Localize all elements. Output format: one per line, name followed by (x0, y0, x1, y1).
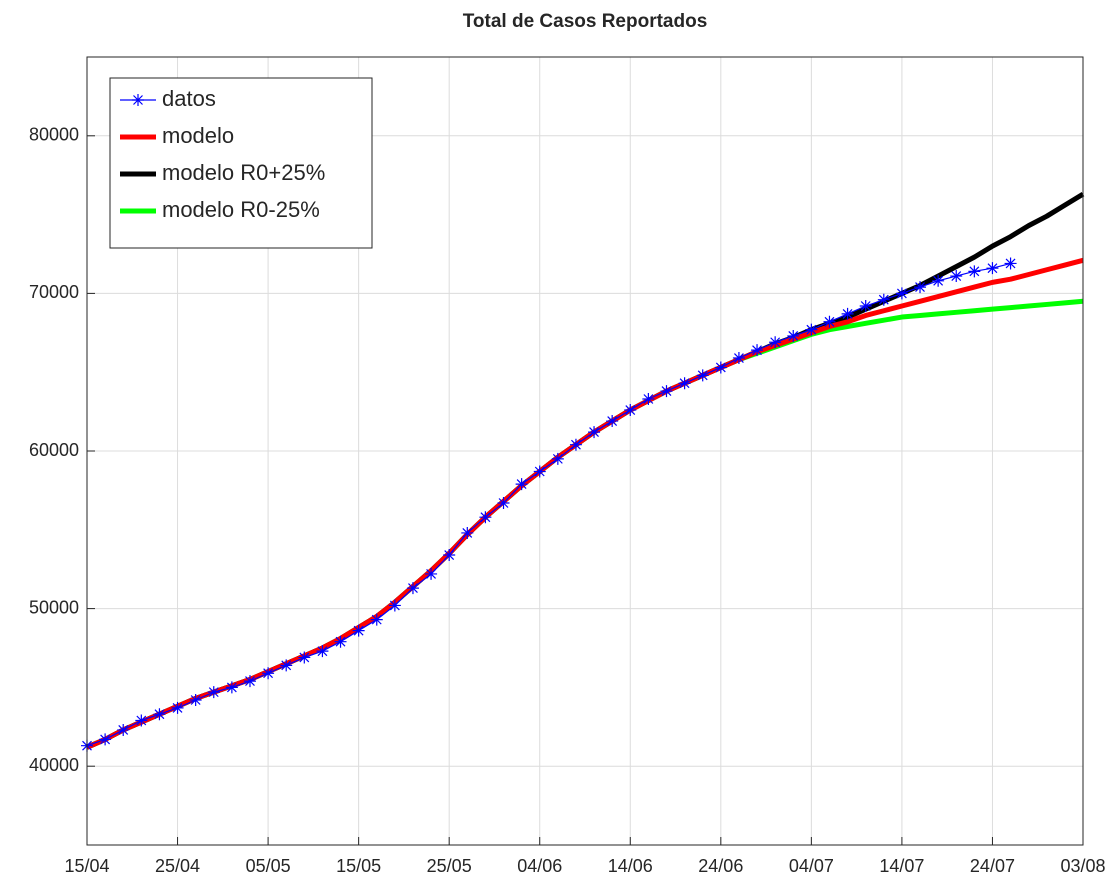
x-tick-label: 15/04 (64, 856, 109, 876)
legend-marker (132, 94, 144, 106)
axes: 40000 50000 60000 70000 80000 15/04 25/04 05/05… (29, 125, 1106, 876)
data-point (370, 613, 383, 626)
x-tick-label: 04/06 (517, 856, 562, 876)
data-point (569, 438, 582, 451)
x-tick-label: 24/06 (698, 856, 743, 876)
data-point (262, 667, 275, 680)
data-point (787, 329, 800, 342)
data-point (624, 404, 637, 417)
x-tick-label: 15/05 (336, 856, 381, 876)
x-tick-label: 05/05 (246, 856, 291, 876)
plot-area (81, 191, 1085, 752)
data-point (1004, 257, 1017, 270)
data-point (968, 265, 981, 278)
data-point (461, 526, 474, 539)
data-point (479, 511, 492, 524)
data-point (841, 307, 854, 320)
data-point (914, 281, 927, 294)
data-point (714, 361, 727, 374)
data-point (696, 369, 709, 382)
series-line (86, 262, 1011, 747)
data-point (497, 497, 510, 510)
data-point (135, 714, 148, 727)
data-point (388, 599, 401, 612)
data-point (606, 415, 619, 428)
x-tick-label: 25/05 (427, 856, 472, 876)
y-tick-label: 80000 (29, 125, 79, 145)
chart-title: Total de Casos Reportados (463, 11, 708, 32)
x-tick-label: 24/07 (970, 856, 1015, 876)
legend: datos modelo modelo R0+25% modelo R0-25% (109, 77, 373, 249)
data-point (117, 723, 130, 736)
data-point (660, 385, 673, 398)
data-point (823, 315, 836, 328)
x-tick-label: 14/06 (608, 856, 653, 876)
data-point (189, 694, 202, 707)
data-point (316, 645, 329, 658)
y-tick-label: 60000 (29, 440, 79, 460)
y-tick-label: 40000 (29, 755, 79, 775)
data-point (877, 293, 890, 306)
data-point (932, 274, 945, 287)
x-tick-label: 25/04 (155, 856, 200, 876)
x-tick-label: 14/07 (879, 856, 924, 876)
data-point (243, 675, 256, 688)
data-point (678, 377, 691, 390)
data-point (515, 478, 528, 491)
y-tick-label: 50000 (29, 597, 79, 617)
legend-label: datos (162, 86, 216, 111)
data-point (425, 567, 438, 580)
data-point (298, 651, 311, 664)
data-point (280, 659, 293, 672)
data-point (443, 549, 456, 562)
data-point (207, 686, 220, 699)
legend-label: modelo R0+25% (162, 160, 325, 185)
x-tick-label: 03/08 (1060, 856, 1105, 876)
legend-label: modelo R0-25% (162, 197, 320, 222)
data-point (533, 465, 546, 478)
data-point (153, 708, 166, 721)
data-point (895, 287, 908, 300)
data-point (99, 733, 112, 746)
legend-box (109, 77, 373, 249)
data-point (805, 323, 818, 336)
data-point (859, 300, 872, 313)
data-point (588, 426, 601, 439)
data-point (352, 624, 365, 637)
data-point (732, 352, 745, 365)
y-tick-label: 70000 (29, 282, 79, 302)
data-point (986, 262, 999, 275)
data-point (950, 270, 963, 283)
legend-label: modelo (162, 123, 234, 148)
data-point (171, 701, 184, 714)
data-point (642, 392, 655, 405)
data-point (334, 635, 347, 648)
data-point (551, 452, 564, 465)
data-point (769, 336, 782, 349)
data-point (406, 582, 419, 595)
data-point (751, 344, 764, 357)
x-tick-label: 04/07 (789, 856, 834, 876)
data-point (225, 681, 238, 694)
